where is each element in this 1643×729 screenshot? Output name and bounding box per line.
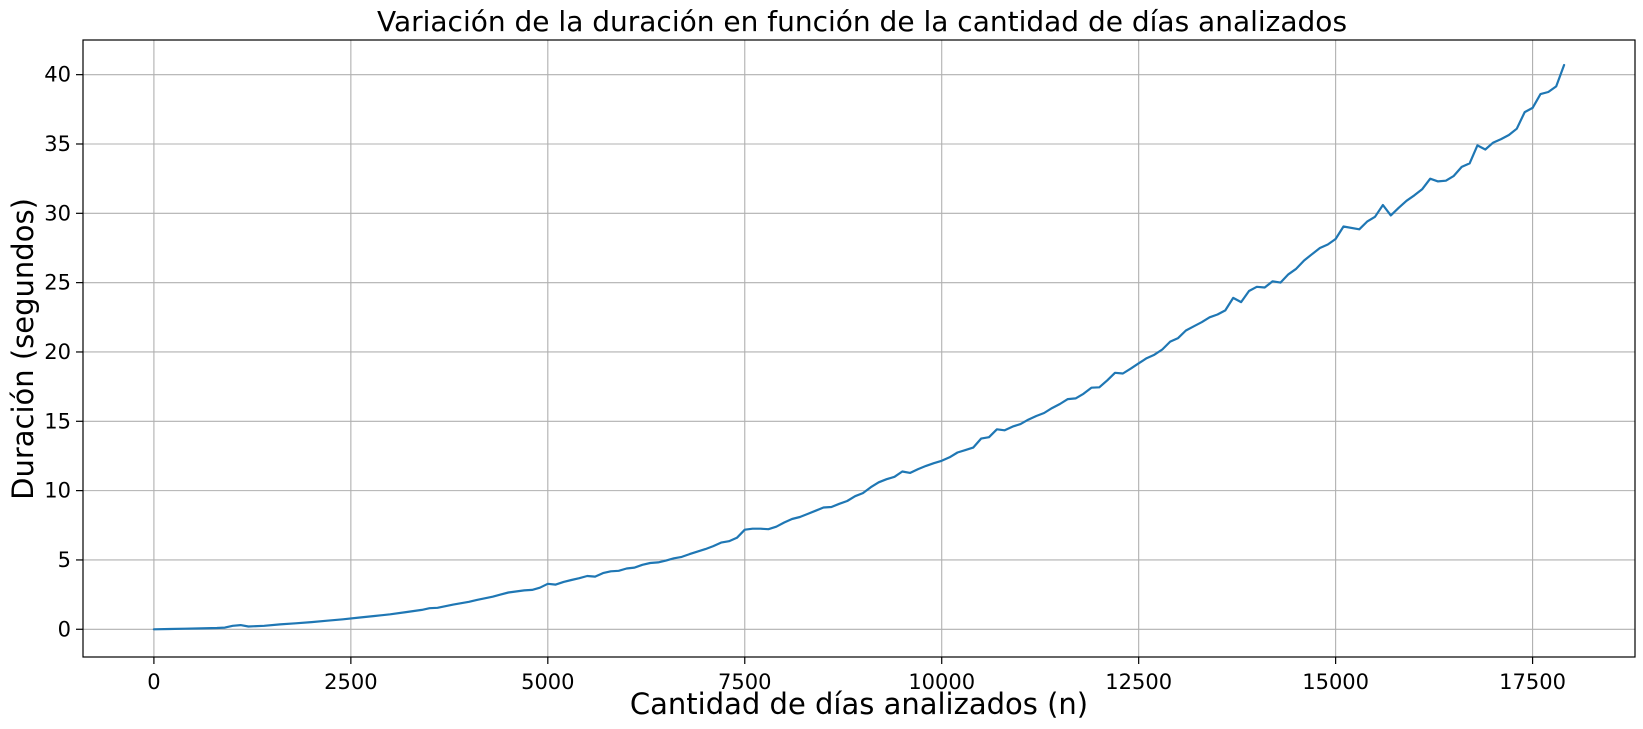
x-axis-label: Cantidad de días analizados (n): [630, 687, 1088, 721]
y-tick-label: 40: [44, 63, 71, 87]
x-tick-label: 5000: [521, 670, 574, 694]
y-tick-label: 0: [58, 617, 71, 641]
y-tick-label: 30: [44, 201, 71, 225]
x-tick-label: 0: [147, 670, 160, 694]
x-tick-label: 15000: [1302, 670, 1369, 694]
y-tick-label: 10: [44, 479, 71, 503]
x-tick-label: 12500: [1105, 670, 1172, 694]
plot-area: [152, 63, 1566, 631]
y-tick-label: 5: [58, 548, 71, 572]
y-tick-label: 20: [44, 340, 71, 364]
x-tick-label: 7500: [718, 670, 771, 694]
grid-lines: [83, 40, 1635, 657]
y-tick-label: 35: [44, 132, 71, 156]
y-axis-label: Duración (segundos): [6, 198, 40, 500]
x-axis: 0 2500 5000 7500 10000 12500 15000 17500: [147, 657, 1566, 694]
x-tick-label: 2500: [324, 670, 377, 694]
chart-title: Variación de la duración en función de l…: [377, 5, 1347, 38]
x-tick-label: 17500: [1499, 670, 1566, 694]
x-tick-label: 10000: [908, 670, 975, 694]
y-tick-label: 15: [44, 409, 71, 433]
y-tick-label: 25: [44, 271, 71, 295]
plot-frame: [82, 39, 1636, 658]
y-axis: 0 5 10 15 20 25 30 35 40: [44, 63, 83, 641]
series-line: [152, 63, 1566, 631]
